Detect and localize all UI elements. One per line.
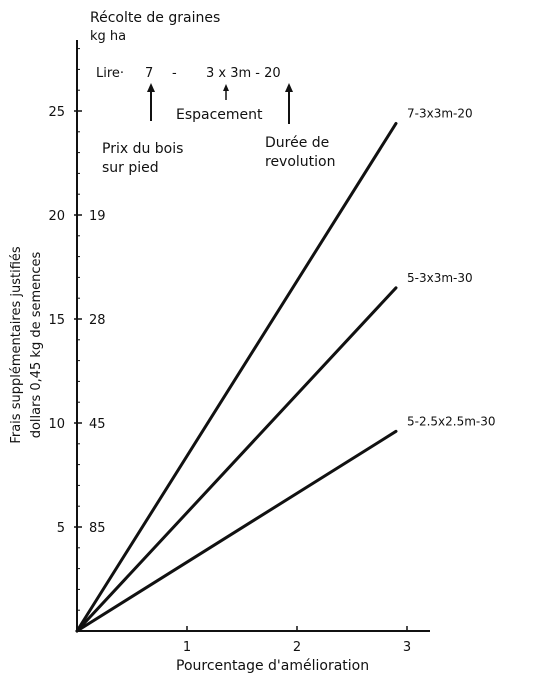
series-label: 5-2.5x2.5m-30	[407, 414, 496, 428]
series-line	[75, 429, 398, 633]
x-tick-label: 3	[403, 640, 411, 655]
key-duree-line2: revolution	[265, 154, 336, 170]
x-tick-label: 1	[183, 640, 191, 655]
series-label: 7-3x3m-20	[407, 106, 473, 120]
y-ticks: 5 10 15 20 25 85 45 28 19	[48, 48, 106, 611]
secondary-y-tick-label: 85	[89, 521, 106, 536]
key-espacement: Espacement	[176, 107, 263, 123]
y-axis-title-line2: dollars 0,45 kg de semences	[29, 251, 44, 438]
y-tick-label: 10	[48, 417, 65, 432]
key-prix-line1: Prix du bois	[102, 141, 183, 157]
key-prix-line2: sur pied	[102, 160, 159, 176]
secondary-y-tick-label: 19	[89, 209, 106, 224]
key-spacing-code: 3 x 3m - 20	[206, 66, 281, 81]
secondary-axis-title-line2: kg ha	[90, 29, 126, 44]
key-dash: -	[172, 66, 177, 81]
secondary-axis-title-line1: Récolte de graines	[90, 10, 220, 26]
series-label: 5-3x3m-30	[407, 271, 473, 285]
arrow-price-head	[147, 83, 155, 92]
y-tick-label: 25	[48, 105, 65, 120]
y-tick-label: 20	[48, 209, 65, 224]
y-tick-label: 15	[48, 313, 65, 328]
secondary-y-tick-label: 45	[89, 417, 106, 432]
key-number: 7	[145, 66, 153, 81]
x-tick-label: 2	[293, 640, 301, 655]
x-ticks: 1 2 3	[183, 626, 411, 655]
arrow-rotation-head	[285, 83, 293, 92]
series-line	[75, 286, 398, 633]
key-duree-line1: Durée de	[265, 135, 329, 151]
series-lines	[75, 121, 398, 633]
reading-key: Lire· 7 - 3 x 3m - 20 Espacement Prix du…	[96, 66, 336, 176]
arrow-spacing-head	[223, 84, 229, 91]
key-lire: Lire·	[96, 66, 124, 81]
secondary-y-tick-label: 28	[89, 313, 106, 328]
series-line	[75, 121, 398, 633]
series-labels: 7-3x3m-20 5-3x3m-30 5-2.5x2.5m-30	[407, 106, 496, 428]
x-axis-title: Pourcentage d'amélioration	[176, 658, 369, 674]
y-axis-title-line1: Frais supplémentaires justifiés	[9, 246, 24, 444]
y-tick-label: 5	[57, 521, 65, 536]
